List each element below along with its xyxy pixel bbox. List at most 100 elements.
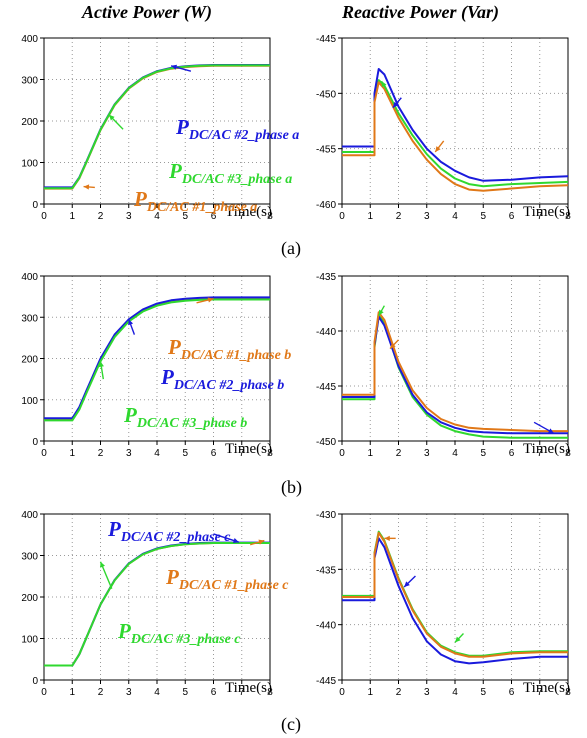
series-line-orange — [342, 531, 568, 658]
y-tick-label: 100 — [21, 635, 38, 646]
x-tick-label: 6 — [211, 211, 217, 222]
annotation-arrowhead — [128, 319, 134, 326]
x-tick-label: 7 — [537, 687, 543, 698]
annotation-arrowhead — [171, 64, 178, 70]
x-tick-label: 0 — [41, 211, 47, 222]
y-tick-label: -445 — [316, 382, 336, 393]
series-line-green — [44, 542, 270, 667]
series-line-blue — [44, 541, 270, 667]
annotation-arrowhead — [384, 535, 390, 541]
x-axis-label: Time(s) — [225, 680, 272, 696]
annotation-arrowhead — [455, 636, 461, 643]
x-tick-label: 2 — [98, 687, 104, 698]
y-tick-label: 0 — [32, 676, 38, 687]
series-annotation-orange: PDC/AC #1_phase b — [167, 335, 291, 363]
annotation-arrowhead — [232, 538, 239, 544]
x-tick-label: 1 — [69, 211, 75, 222]
x-tick-label: 4 — [154, 211, 160, 222]
x-tick-label: 3 — [126, 687, 132, 698]
x-tick-label: 8 — [565, 448, 571, 459]
series-annotation-green: PDC/AC #3_phase c — [117, 619, 241, 647]
x-tick-label: 1 — [367, 448, 373, 459]
y-tick-label: 100 — [21, 396, 38, 407]
x-tick-label: 5 — [182, 211, 188, 222]
x-tick-label: 8 — [267, 448, 273, 459]
y-tick-label: -435 — [316, 565, 336, 576]
annotation-arrowhead — [207, 297, 214, 303]
series-line-orange — [44, 542, 270, 667]
y-tick-label: 400 — [21, 510, 38, 521]
x-tick-label: 8 — [267, 211, 273, 222]
x-tick-label: 0 — [339, 448, 345, 459]
series-line-blue — [342, 68, 569, 182]
x-tick-label: 5 — [480, 211, 486, 222]
y-tick-label: 200 — [21, 593, 38, 604]
reactive-power-column-title: Reactive Power (Var) — [342, 2, 499, 22]
x-tick-label: 6 — [509, 211, 515, 222]
annotation-arrowhead — [392, 101, 399, 108]
x-tick-label: 8 — [565, 687, 571, 698]
annotation-arrowhead — [381, 81, 387, 88]
row-label-b: (b) — [281, 477, 302, 497]
x-tick-label: 6 — [509, 448, 515, 459]
x-tick-label: 7 — [239, 687, 245, 698]
x-tick-label: 4 — [154, 448, 160, 459]
chart-panel-3: 0 1 2 3 4 5 6 7 8 0 100 200 300 400 Time(s) PDC/AC #1_p… — [21, 272, 291, 459]
series-annotation-blue: PDC/AC #2_phase b — [160, 365, 284, 393]
y-tick-label: 0 — [32, 200, 38, 211]
x-tick-label: 7 — [537, 211, 543, 222]
annotation-arrowhead — [378, 309, 384, 316]
x-tick-label: 4 — [452, 448, 458, 459]
x-tick-label: 0 — [41, 687, 47, 698]
annotation-arrowhead — [390, 342, 396, 349]
x-tick-label: 2 — [98, 211, 104, 222]
x-axis-label: Time(s) — [523, 204, 570, 220]
chart-panel-1: 0 1 2 3 4 5 6 7 8 0 100 200 300 400 Time(s) PDC/AC #2_p… — [21, 34, 299, 222]
y-tick-label: -445 — [316, 676, 336, 687]
x-tick-label: 5 — [480, 687, 486, 698]
y-tick-label: -450 — [316, 89, 336, 100]
series-annotation-green: PDC/AC #3_phase b — [123, 403, 247, 431]
annotation-arrowhead — [83, 184, 90, 190]
row-label-c: (c) — [281, 714, 301, 734]
x-tick-label: 4 — [452, 211, 458, 222]
x-tick-label: 7 — [239, 211, 245, 222]
y-tick-label: 400 — [21, 272, 38, 283]
series-annotation-blue: PDC/AC #2_phase c — [107, 517, 231, 545]
series-line-orange — [342, 81, 569, 192]
y-tick-label: 0 — [32, 437, 38, 448]
annotation-arrowhead — [98, 361, 104, 368]
x-tick-label: 2 — [396, 211, 402, 222]
x-tick-label: 1 — [69, 687, 75, 698]
annotation-arrowhead — [108, 114, 115, 121]
x-tick-label: 3 — [126, 211, 132, 222]
annotation-arrowhead — [404, 581, 410, 588]
x-tick-label: 8 — [565, 211, 571, 222]
x-tick-label: 4 — [154, 687, 160, 698]
y-tick-label: 300 — [21, 76, 38, 87]
x-tick-label: 0 — [339, 211, 345, 222]
active-power-column-title: Active Power (W) — [82, 2, 212, 22]
y-tick-label: -430 — [316, 510, 336, 521]
x-tick-label: 3 — [424, 448, 430, 459]
y-tick-label: -440 — [316, 621, 336, 632]
annotation-arrowhead — [258, 539, 265, 545]
x-tick-label: 7 — [239, 448, 245, 459]
series-line-green — [44, 64, 270, 190]
series-annotation-orange: PDC/AC #1_phase a — [133, 187, 257, 215]
x-axis-label: Time(s) — [225, 441, 272, 457]
annotation-arrowhead — [100, 561, 105, 568]
x-tick-label: 3 — [126, 448, 132, 459]
x-axis-label: Time(s) — [523, 441, 570, 457]
annotation-arrowhead — [435, 146, 441, 152]
series-annotation-orange: PDC/AC #1_phase c — [165, 565, 289, 593]
x-tick-label: 6 — [211, 687, 217, 698]
y-tick-label: -435 — [316, 272, 336, 283]
x-axis-label: Time(s) — [225, 204, 272, 220]
x-tick-label: 2 — [98, 448, 104, 459]
y-tick-label: 100 — [21, 159, 38, 170]
x-tick-label: 3 — [424, 211, 430, 222]
